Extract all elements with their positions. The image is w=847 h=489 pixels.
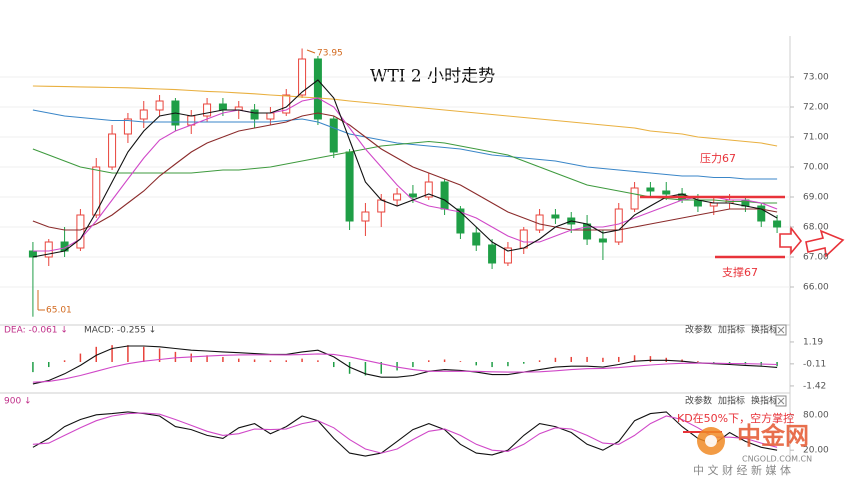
candle-body [646,187,655,192]
candle-body [614,208,623,243]
candle-body [203,103,212,117]
y-tick-label: 68.00 [803,223,829,233]
close-icon [777,397,785,405]
line-series [32,97,778,252]
watermark-domain: CNGOLD.COM.CN [742,455,812,464]
tool-button[interactable]: 换指标 [751,324,778,336]
candle-body [155,100,164,111]
candle-body [123,118,132,135]
candle-body [377,199,386,213]
y-tick-label: 70.00 [803,163,829,173]
y-tick-label: 69.00 [803,193,829,203]
line-series [32,412,778,454]
candle-body [440,181,449,210]
candle-body [630,187,639,210]
candle-body [598,238,607,243]
watermark: 中金网 CNGOLD.COM.CN 中 文 财 经 新 媒 体 [693,422,812,477]
candle-body [345,151,354,222]
candle-body [583,223,592,240]
candle-body [551,214,560,219]
candle-body [76,214,85,249]
line-series [32,411,778,457]
line-series [32,79,778,258]
candle-body [298,58,307,96]
y-tick-label: 20.00 [803,446,829,456]
y-tick-label: 72.00 [803,103,829,113]
y-tick-label: -0.11 [803,359,826,369]
kd-annotation: KD在50%下，空方掌控 [677,411,794,425]
line-series [32,345,778,385]
y-tick-label: 71.00 [803,133,829,143]
candle-body [773,220,782,228]
indicator-header: DEA: -0.061 ↓ [4,326,68,336]
y-tick-label: 66.00 [803,283,829,293]
y-tick-label: 1.19 [803,337,823,347]
candle-body [424,181,433,198]
high-annotation: 73.95 [317,49,343,59]
low-annotation: 65.01 [46,306,72,316]
arrow [779,225,803,256]
y-tick-label: 73.00 [803,73,829,83]
line-series [32,112,778,231]
line-series [32,85,778,147]
candle-body [218,103,227,111]
candle-body [488,244,497,264]
candle-body [44,241,53,258]
close-icon [777,326,785,334]
candle-body [108,133,117,168]
tool-button[interactable]: 加指标 [718,395,745,407]
candle-body [456,208,465,234]
level-label: 支撑67 [722,265,758,279]
candle-body [519,229,528,249]
candle-body [250,109,259,120]
candle-body [472,232,481,246]
arrow [805,229,845,258]
line-series [32,353,778,383]
tool-button[interactable]: 改参数 [685,324,712,336]
candle-body [139,109,148,120]
candle-body [92,166,101,216]
tool-button[interactable]: 换指标 [751,395,778,407]
candle-body [408,193,417,198]
tool-button[interactable]: 加指标 [718,324,745,336]
candle-body [313,58,322,120]
candle-body [757,205,766,222]
indicator-header: MACD: -0.255 ↓ [84,326,156,336]
y-tick-label: -1.42 [803,381,826,391]
candle-body [266,112,275,120]
candle-body [393,193,402,201]
annotation-pointer [306,49,316,54]
candle-body [503,247,512,264]
indicator-header: 900 ↓ [4,397,32,407]
watermark-name: 中金网 [737,422,809,450]
level-label: 压力67 [700,152,736,165]
tool-button[interactable]: 改参数 [685,395,712,407]
y-tick-label: 67.00 [803,253,829,263]
candle-body [329,118,338,153]
candle-body [662,190,671,195]
logo [705,435,717,447]
candle-body [361,211,370,222]
watermark-slogan: 中 文 财 经 新 媒 体 [693,463,791,477]
y-tick-label: 80.00 [803,410,829,420]
